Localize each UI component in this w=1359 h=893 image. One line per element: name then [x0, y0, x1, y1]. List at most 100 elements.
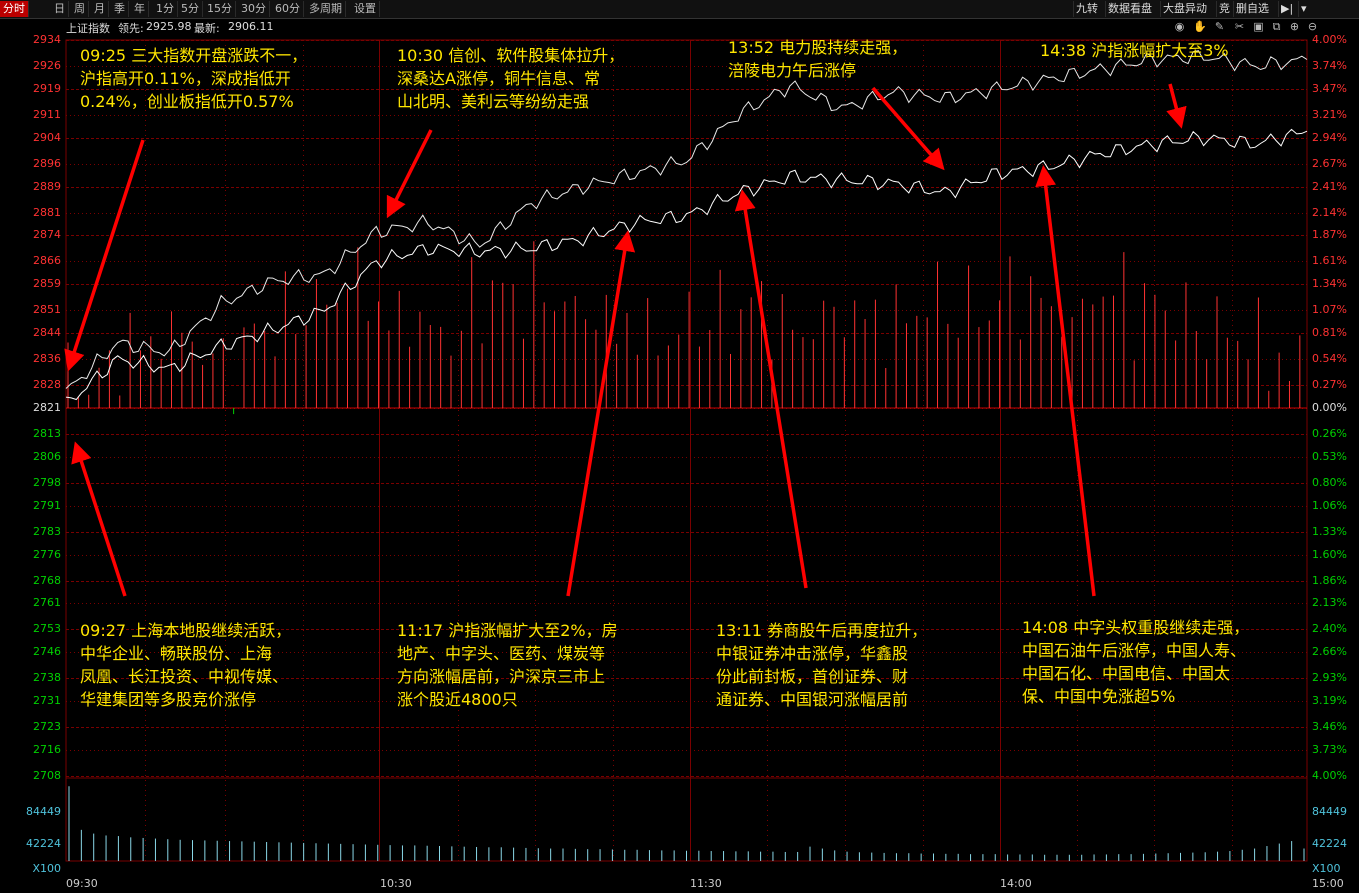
tab-quarter[interactable]: 季: [111, 1, 129, 17]
tab-30min[interactable]: 30分: [238, 1, 270, 17]
pct-tick-label: 0.80%: [1312, 475, 1347, 489]
tab-market-alert[interactable]: 大盘异动: [1160, 1, 1209, 17]
tab-intraday[interactable]: 分时: [0, 1, 29, 17]
annotation-arrow: [871, 86, 945, 171]
volume-bars: [68, 786, 1305, 861]
x-tick-label: 09:30: [66, 877, 98, 890]
zoom-in-icon[interactable]: ⊕: [1289, 20, 1300, 33]
y-tick-label: 2896: [33, 156, 61, 170]
series-line-index: [65, 128, 1308, 401]
tab-60min[interactable]: 60分: [272, 1, 304, 17]
x-tick-label: 10:30: [380, 877, 412, 890]
annotation-1408: 14:08 中字头权重股继续走强， 中国石油午后涨停，中国人寿、 中国石化、中国电信…: [1022, 618, 1250, 706]
delete-icon[interactable]: ▣: [1253, 20, 1264, 33]
volume-unit-label: X100: [32, 862, 61, 875]
y-tick-label: 2716: [33, 742, 61, 756]
volume-tick-label: 84449: [1312, 805, 1347, 818]
pct-tick-label: 1.33%: [1312, 524, 1347, 538]
tab-multi-period[interactable]: 多周期: [306, 1, 346, 17]
hand-icon[interactable]: ✋: [1193, 20, 1207, 33]
period-toolbar: 分时 日 周 月 季 年 1分 5分 15分 30分 60分 多周期 设置 九转…: [0, 0, 1359, 19]
zoom-out-icon[interactable]: ⊖: [1307, 20, 1318, 33]
pct-tick-label: 1.07%: [1312, 303, 1347, 317]
lead-value: 2925.98: [146, 20, 192, 33]
y-tick-label: 2934: [33, 33, 61, 46]
pct-tick-label: 0.53%: [1312, 449, 1347, 463]
tab-day[interactable]: 日: [51, 1, 69, 17]
draw-icon[interactable]: ✎: [1214, 20, 1225, 33]
y-tick-label: 2919: [33, 81, 61, 95]
tab-remove-watchlist[interactable]: 删自选: [1233, 1, 1271, 17]
tab-5min[interactable]: 5分: [178, 1, 203, 17]
pct-tick-label: 2.67%: [1312, 156, 1347, 170]
volume-unit-label: X100: [1312, 862, 1341, 875]
pct-tick-label: 2.14%: [1312, 205, 1347, 219]
y-tick-label: 2731: [33, 694, 61, 708]
pct-tick-label: 4.00%: [1312, 769, 1347, 782]
pct-tick-label: 1.06%: [1312, 498, 1347, 512]
export-icon[interactable]: ⧉: [1272, 20, 1281, 33]
dropdown-icon[interactable]: ▾: [1298, 1, 1315, 17]
tab-month[interactable]: 月: [91, 1, 109, 17]
annotation-arrow: [734, 189, 808, 589]
annotation-1030: 10:30 信创、软件股集体拉升， 深桑达A涨停，铜牛信息、常 山北明、美利云等纷纷…: [397, 46, 625, 111]
y-tick-label: 2828: [33, 378, 61, 392]
y-tick-label: 2821: [33, 401, 61, 414]
pct-tick-label: 2.94%: [1312, 130, 1347, 144]
pct-tick-label: 1.86%: [1312, 573, 1347, 587]
volume-tick-label: 84449: [26, 805, 61, 818]
tab-auction[interactable]: 竞: [1216, 1, 1232, 17]
y-tick-label: 2911: [33, 107, 61, 121]
cut-icon[interactable]: ✂: [1234, 20, 1245, 33]
y-tick-label: 2753: [33, 622, 61, 636]
plot-frame: [65, 39, 1308, 862]
info-bar: 上证指数 领先: 2925.98 最新: 2906.11: [0, 19, 1359, 35]
price-lines: [65, 50, 1308, 401]
y-tick-label: 2723: [33, 720, 61, 734]
y-tick-label: 2836: [33, 352, 61, 366]
pct-tick-label: 2.40%: [1312, 622, 1347, 636]
lead-label: 领先:: [118, 22, 144, 35]
tab-data-board[interactable]: 数据看盘: [1105, 1, 1154, 17]
annotation-1438: 14:38 沪指涨幅扩大至3%: [1040, 41, 1229, 60]
pct-tick-label: 3.21%: [1312, 107, 1347, 121]
annotation-arrow: [1166, 83, 1187, 129]
pct-tick-label: 2.13%: [1312, 596, 1347, 610]
y-tick-label: 2874: [33, 228, 61, 242]
y-tick-label: 2708: [33, 769, 61, 782]
y-tick-label: 2859: [33, 277, 61, 291]
y-tick-label: 2776: [33, 547, 61, 561]
tab-week[interactable]: 周: [71, 1, 89, 17]
x-tick-label: 11:30: [690, 877, 722, 890]
annotation-arrows: [64, 83, 1187, 597]
y-tick-label: 2746: [33, 645, 61, 659]
pct-tick-label: 1.87%: [1312, 228, 1347, 242]
y-tick-label: 2768: [33, 573, 61, 587]
pct-tick-label: 0.54%: [1312, 352, 1347, 366]
eye-icon[interactable]: ◉: [1174, 20, 1185, 33]
y-tick-label: 2844: [33, 326, 61, 340]
chart-grid: [65, 39, 1308, 862]
tab-settings[interactable]: 设置: [351, 1, 380, 17]
pct-tick-label: 0.27%: [1312, 378, 1347, 392]
pct-tick-label: 3.19%: [1312, 694, 1347, 708]
tab-15min[interactable]: 15分: [204, 1, 236, 17]
tab-year[interactable]: 年: [131, 1, 149, 17]
pct-tick-label: 4.00%: [1312, 33, 1347, 46]
y-tick-label: 2813: [33, 427, 61, 441]
tab-1min[interactable]: 1分: [153, 1, 178, 17]
breadth-bars: [67, 241, 1301, 415]
collapse-panel-icon[interactable]: ▶|: [1278, 1, 1297, 17]
y-tick-label: 2806: [33, 449, 61, 463]
annotation-0925: 09:25 三大指数开盘涨跌不一， 沪指高开0.11%，深成指低开 0.24%，创业…: [80, 46, 308, 111]
annotation-arrow: [566, 230, 636, 597]
latest-value: 2906.11: [228, 20, 274, 33]
y-tick-label: 2866: [33, 254, 61, 268]
y-tick-label: 2881: [33, 205, 61, 219]
y-tick-label: 2904: [33, 130, 61, 144]
tab-jiuzhuan[interactable]: 九转: [1073, 1, 1100, 17]
y-tick-label: 2889: [33, 179, 61, 193]
annotation-1311: 13:11 券商股午后再度拉升， 中银证券冲击涨停，华鑫股 份此前封板，首创证券、财…: [716, 621, 928, 709]
y-tick-label: 2791: [33, 498, 61, 512]
